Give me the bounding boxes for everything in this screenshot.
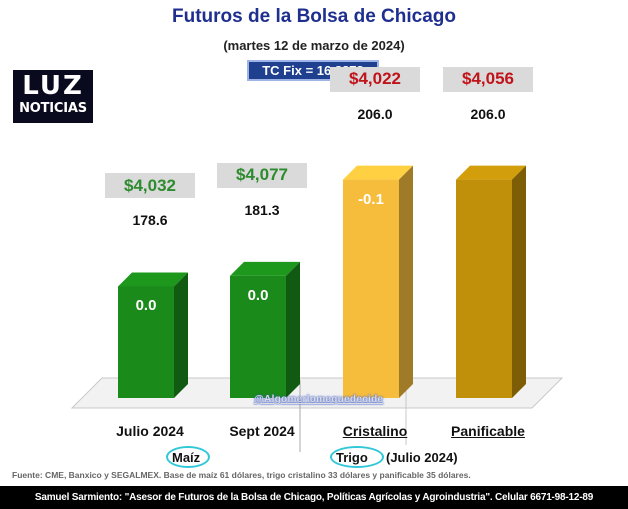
category-label: Julio 2024	[116, 423, 184, 439]
value-label: 206.0	[470, 105, 506, 122]
price-label: $4,077	[217, 162, 307, 188]
footer-credit: Samuel Sarmiento: "Asesor de Futuros de …	[0, 486, 628, 509]
maiz-group-highlight	[166, 446, 210, 468]
group-label-trigo: Trigo	[336, 450, 368, 465]
category-label: Panificable	[451, 423, 525, 439]
bar-side	[174, 272, 188, 398]
value-label: 181.3	[244, 201, 280, 218]
price-label: $4,022	[330, 66, 420, 92]
chart-date: (martes 12 de marzo de 2024)	[223, 38, 405, 53]
change-label: 0.0	[247, 286, 269, 304]
group-label-trigo-suffix: (Julio 2024)	[386, 450, 458, 465]
change-label: -0.1	[358, 190, 384, 208]
bar-side	[286, 261, 300, 398]
bar-side	[399, 165, 413, 398]
chart-floor	[70, 377, 564, 409]
bar	[343, 179, 399, 398]
price-label: $4,032	[105, 173, 195, 199]
value-label: 178.6	[132, 212, 168, 229]
luz-noticias-logo: LUZ NOTICIAS	[13, 70, 93, 123]
price-label: $4,056	[443, 66, 533, 92]
bar-top	[456, 165, 526, 180]
source-note: Fuente: CME, Banxico y SEGALMEX. Base de…	[12, 470, 471, 480]
bar-top	[118, 272, 188, 287]
trigo-group-highlight	[330, 446, 384, 468]
bar	[118, 286, 174, 398]
logo-bottom-text: NOTICIAS	[19, 101, 87, 116]
bar-top	[343, 165, 413, 180]
watermark: @Algomerlomequedecide	[254, 394, 384, 405]
value-label: 206.0	[357, 105, 393, 122]
chart-title: Futuros de la Bolsa de Chicago	[172, 6, 456, 27]
bar-side	[512, 165, 526, 398]
category-label: Sept 2024	[229, 423, 295, 439]
group-label-maiz: Maíz	[172, 450, 201, 465]
logo-top-text: LUZ	[22, 71, 84, 101]
bar	[456, 179, 512, 398]
change-label: 0.0	[135, 297, 157, 315]
bar	[230, 275, 286, 398]
category-label: Cristalino	[342, 423, 408, 439]
bar-top	[230, 261, 300, 276]
